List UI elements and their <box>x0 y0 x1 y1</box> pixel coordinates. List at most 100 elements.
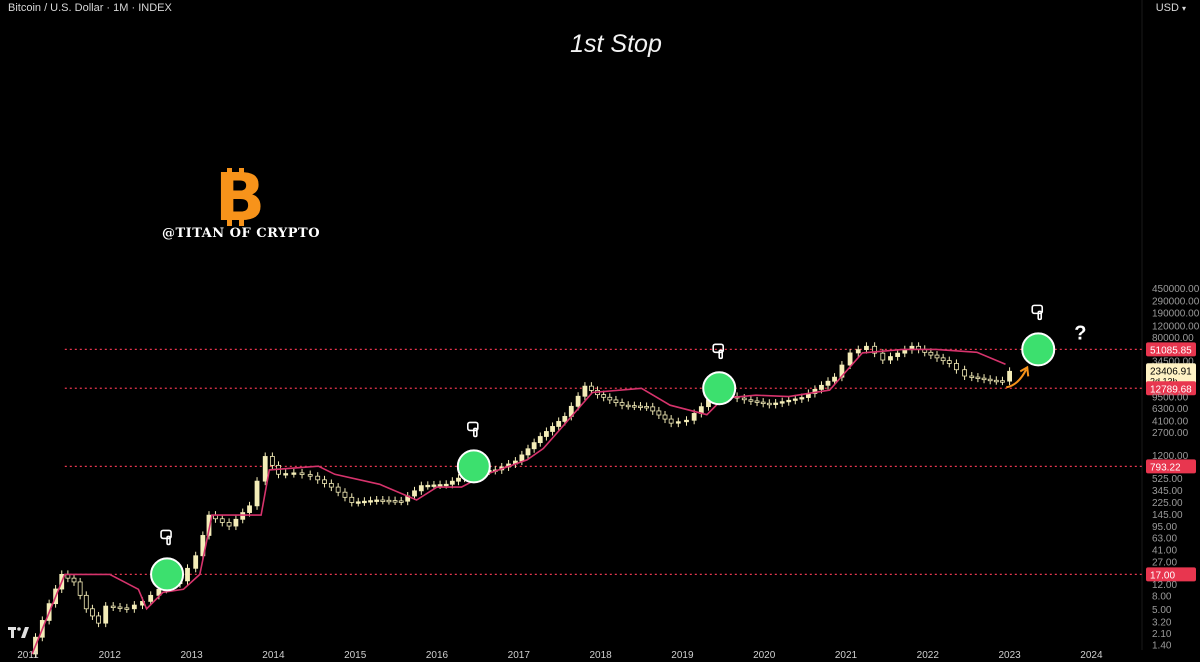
candle-body <box>872 345 878 354</box>
candle-body <box>96 615 101 624</box>
candle-body <box>103 605 109 624</box>
bitcoin-logo-icon: B <box>200 159 280 236</box>
level-price-label: 51085.85 <box>1150 345 1192 356</box>
candle-body <box>691 413 697 421</box>
y-tick-label: 41.00 <box>1152 546 1177 557</box>
candle-body <box>779 401 785 404</box>
candle-body <box>754 400 760 403</box>
candle-body <box>902 349 908 354</box>
candle-body <box>575 395 581 407</box>
x-tick-label: 2017 <box>508 650 531 661</box>
y-tick-label: 5.00 <box>1152 605 1172 616</box>
candle-body <box>90 608 95 617</box>
candle-body <box>662 414 668 420</box>
y-tick-label: 80000.00 <box>1152 333 1194 344</box>
candle-body <box>328 483 334 488</box>
candle-body <box>741 397 747 401</box>
x-tick-label: 2012 <box>99 650 122 661</box>
candle-body <box>656 410 662 416</box>
candle-body <box>71 577 77 583</box>
candle-body <box>124 607 130 610</box>
currency-label: USD <box>1155 2 1179 14</box>
target-marker <box>702 371 737 406</box>
y-tick-label: 95.00 <box>1152 522 1177 533</box>
candle-body <box>975 376 981 379</box>
candle-body <box>519 454 525 462</box>
candle-body <box>668 418 674 424</box>
watermark-text: @TITAN OF CRYPTO <box>161 226 321 241</box>
y-tick-label: 120000.00 <box>1152 321 1200 332</box>
candle-body <box>954 363 959 371</box>
candle-body <box>556 421 562 427</box>
current-price-label: 23406.91 <box>1150 366 1192 377</box>
candle-body <box>825 380 831 386</box>
y-tick-label: 145.00 <box>1152 510 1183 521</box>
y-tick-label: 290000.00 <box>1152 297 1200 308</box>
candle-body <box>969 375 975 378</box>
y-tick-label: 12.00 <box>1152 580 1177 591</box>
x-tick-label: 2024 <box>1080 650 1103 661</box>
x-tick-label: 2019 <box>671 650 694 661</box>
target-marker <box>1021 332 1056 367</box>
candle-body <box>880 352 886 361</box>
candle-body <box>412 490 417 497</box>
candle-body <box>77 581 83 596</box>
symbol-header[interactable]: Bitcoin / U.S. Dollar · 1M · INDEX <box>8 2 172 14</box>
candle-body <box>226 522 232 527</box>
candle-body <box>619 402 625 406</box>
y-tick-label: 1200.00 <box>1152 451 1189 462</box>
candle-body <box>847 352 853 366</box>
candle-body <box>631 405 637 408</box>
candle-body <box>185 567 190 582</box>
candle-body <box>418 485 424 492</box>
y-tick-label: 27.00 <box>1152 557 1177 568</box>
candle-body <box>307 474 313 477</box>
candle-body <box>110 605 116 608</box>
candle-body <box>456 477 461 482</box>
candle-body <box>193 555 199 569</box>
candle-body <box>981 377 987 381</box>
candle-body <box>766 402 772 406</box>
candle-body <box>613 399 619 403</box>
candle-body <box>117 606 123 609</box>
orange-arrow <box>1006 368 1028 389</box>
y-tick-label: 34500.00 <box>1152 356 1194 367</box>
candle-body <box>240 512 246 520</box>
level-price-badge <box>1146 567 1196 582</box>
candle-body <box>799 397 805 400</box>
target-marker <box>150 557 185 592</box>
candle-body <box>83 594 89 610</box>
chevron-down-icon: ▾ <box>1181 4 1186 13</box>
candle-body <box>544 431 549 437</box>
candle-body <box>792 398 798 401</box>
candle-body <box>335 486 341 493</box>
candle-body <box>525 448 531 456</box>
candle-body <box>773 402 779 405</box>
tradingview-logo-icon[interactable] <box>8 626 30 640</box>
candle-body <box>625 404 631 408</box>
candle-body <box>684 419 689 423</box>
y-tick-label: 8.00 <box>1152 592 1172 603</box>
chart-title: 1st Stop <box>570 30 662 58</box>
currency-selector[interactable]: USD ▾ <box>1156 2 1186 14</box>
y-tick-label: 450000.00 <box>1152 284 1200 295</box>
candle-body <box>864 345 869 351</box>
y-tick-label: 2.10 <box>1152 629 1172 640</box>
candle-body <box>425 484 431 488</box>
y-tick-label: 6300.00 <box>1152 404 1189 415</box>
x-tick-label: 2020 <box>753 650 776 661</box>
candle-body <box>380 499 386 502</box>
orange-arrow-head <box>1019 365 1030 377</box>
x-tick-label: 2021 <box>835 650 858 661</box>
level-price-label: 17.00 <box>1150 570 1175 581</box>
candle-body <box>355 501 361 504</box>
candle-body <box>269 456 275 466</box>
pointing-hand-icon <box>160 529 172 546</box>
x-tick-label: 2015 <box>344 650 367 661</box>
candle-body <box>449 480 455 485</box>
candle-body <box>342 491 348 498</box>
candle-body <box>638 405 643 408</box>
candle-body <box>748 399 754 402</box>
y-tick-label: 4100.00 <box>1152 416 1189 427</box>
